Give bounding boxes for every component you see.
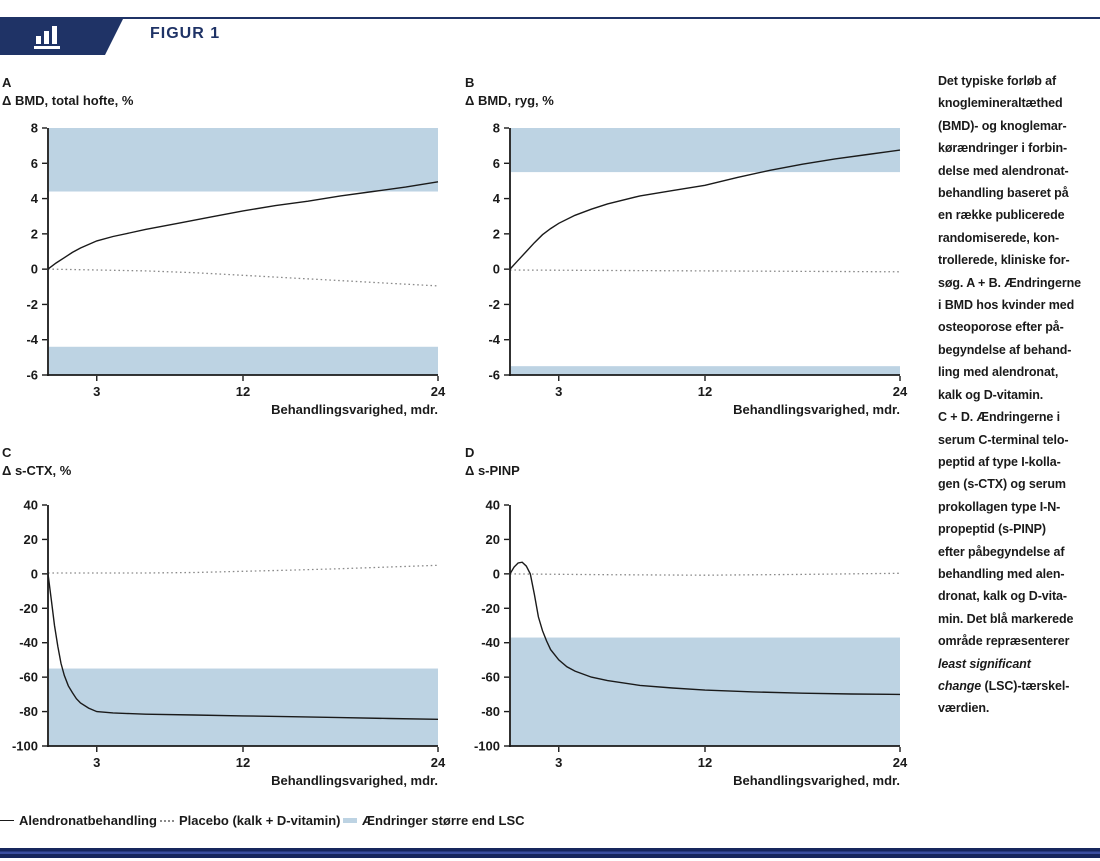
svg-text:Behandlingsvarighed, mdr.: Behandlingsvarighed, mdr. [271,402,438,417]
svg-text:8: 8 [493,121,500,136]
svg-text:-20: -20 [481,601,500,616]
chart-panel-b: B Δ BMD, ryg, % 8 6 4 2 0 -2 -4 -6 3 12 24 Behandli… [460,75,920,425]
panel-letter: A [2,75,12,90]
header-rule [0,17,1100,19]
svg-text:-60: -60 [19,670,38,685]
figure-caption: Det typiske forløb af knoglemineraltæthe… [938,70,1100,720]
svg-text:12: 12 [236,755,250,770]
svg-text:-80: -80 [19,704,38,719]
svg-text:-6: -6 [488,368,500,383]
svg-text:-60: -60 [481,670,500,685]
svg-text:12: 12 [236,384,250,399]
svg-text:12: 12 [698,755,712,770]
svg-text:3: 3 [93,755,100,770]
y-axis-title: Δ s-PINP [465,463,520,478]
bar-chart-icon [34,24,66,50]
svg-text:4: 4 [493,191,501,206]
svg-text:24: 24 [893,384,908,399]
chart-a-plot: 8 6 4 2 0 -2 -4 -6 3 12 24 Behandlingsvarighed, mdr… [26,121,446,418]
solid-line-swatch [0,820,14,821]
dotted-line-swatch [160,819,174,822]
svg-text:6: 6 [31,156,38,171]
legend: Alendronatbehandling Placebo (kalk + D-v… [0,813,930,833]
svg-text:8: 8 [31,121,38,136]
panel-letter: B [465,75,475,90]
chart-panel-d: D Δ s-PINP 40 20 0 -20 -40 -60 -80 -100 3 12 24 Beh… [460,445,920,795]
svg-text:0: 0 [493,262,500,277]
legend-item-alendronat: Alendronatbehandling [0,813,157,828]
svg-text:0: 0 [31,262,38,277]
svg-text:Behandlingsvarighed, mdr.: Behandlingsvarighed, mdr. [733,773,900,788]
svg-text:2: 2 [31,226,38,241]
chart-panel-c: C Δ s-CTX, % 40 20 0 -20 -40 -60 -80 -100 3 12 24 B… [0,445,460,795]
svg-text:3: 3 [555,384,562,399]
svg-text:40: 40 [486,498,500,513]
bottom-rule [0,848,1100,858]
chart-c-plot: 40 20 0 -20 -40 -60 -80 -100 3 12 24 Behandlingsvar… [12,498,446,789]
chart-d-plot: 40 20 0 -20 -40 -60 -80 -100 3 12 24 Behandlingsvar… [474,498,908,789]
svg-text:20: 20 [486,532,500,547]
svg-text:6: 6 [493,156,500,171]
svg-text:24: 24 [893,755,908,770]
svg-text:-4: -4 [488,332,500,347]
svg-text:-20: -20 [19,601,38,616]
panel-letter: D [465,445,475,460]
legend-item-placebo: Placebo (kalk + D-vitamin) [160,813,340,828]
svg-text:-4: -4 [26,332,38,347]
svg-text:-80: -80 [481,704,500,719]
svg-text:-2: -2 [488,297,500,312]
caption-text: (LSC)-tærskel- værdien. [938,678,1070,716]
legend-label: Alendronatbehandling [19,813,157,828]
svg-text:12: 12 [698,384,712,399]
chart-b-plot: 8 6 4 2 0 -2 -4 -6 3 12 24 Behandlingsvarighed, mdr… [488,121,908,418]
panel-letter: C [2,445,12,460]
legend-label: Ændringer større end LSC [362,813,525,828]
y-axis-title: Δ BMD, total hofte, % [2,93,134,108]
figure-badge [0,17,124,55]
legend-item-lsc: Ændringer større end LSC [343,813,525,828]
svg-text:Behandlingsvarighed, mdr.: Behandlingsvarighed, mdr. [733,402,900,417]
legend-label: Placebo (kalk + D-vitamin) [179,813,341,828]
svg-text:-40: -40 [481,635,500,650]
svg-text:-100: -100 [474,739,500,754]
caption-italic-text: least significant change [938,656,1031,693]
svg-text:20: 20 [24,532,38,547]
svg-text:0: 0 [31,566,38,581]
svg-text:Behandlingsvarighed, mdr.: Behandlingsvarighed, mdr. [271,773,438,788]
svg-text:-40: -40 [19,635,38,650]
chart-panel-a: A Δ BMD, total hofte, % 8 6 4 2 0 -2 -4 -6 3 12 24… [0,75,460,425]
figure-title: FIGUR 1 [150,25,221,42]
svg-text:40: 40 [24,498,38,513]
svg-text:24: 24 [431,384,446,399]
svg-text:-2: -2 [26,297,38,312]
y-axis-title: Δ s-CTX, % [2,463,72,478]
svg-text:24: 24 [431,755,446,770]
svg-text:-6: -6 [26,368,38,383]
svg-text:-100: -100 [12,739,38,754]
caption-text: Det typiske forløb af knoglemineraltæthe… [938,74,1081,649]
blue-area-swatch [343,818,357,823]
svg-text:4: 4 [31,191,39,206]
svg-text:2: 2 [493,226,500,241]
svg-text:3: 3 [93,384,100,399]
svg-text:0: 0 [493,566,500,581]
y-axis-title: Δ BMD, ryg, % [465,93,554,108]
svg-text:3: 3 [555,755,562,770]
